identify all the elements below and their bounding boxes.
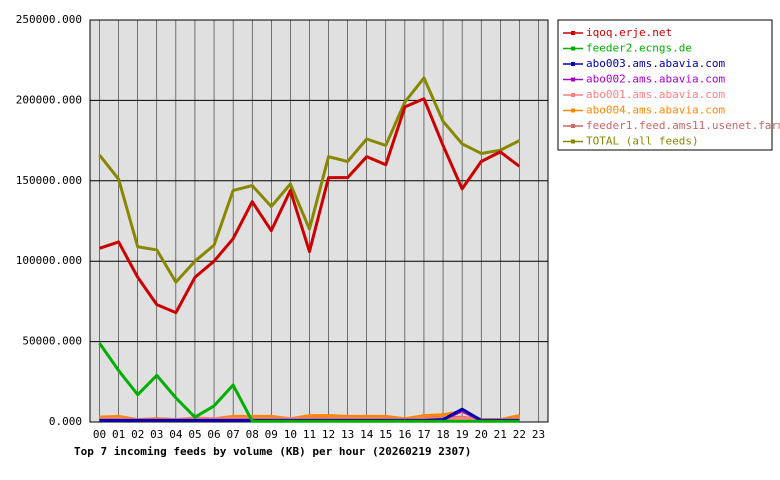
- x-tick-label: 17: [417, 428, 430, 441]
- x-tick-label: 23: [532, 428, 545, 441]
- x-tick-label: 11: [303, 428, 316, 441]
- y-tick-label: 200000.000: [16, 93, 82, 106]
- legend-label: feeder1.feed.ams11.usenet.farm: [586, 119, 780, 132]
- x-tick-label: 12: [322, 428, 335, 441]
- y-tick-label: 50000.000: [22, 335, 82, 348]
- plot-area: [89, 19, 549, 423]
- legend-marker: [571, 139, 575, 144]
- x-tick-label: 20: [475, 428, 488, 441]
- x-tick-label: 03: [150, 428, 163, 441]
- y-tick-label: 150000.000: [16, 174, 82, 187]
- x-tick-label: 22: [513, 428, 526, 441]
- legend-marker: [571, 46, 575, 51]
- y-tick-label: 100000.000: [16, 254, 82, 267]
- legend-label: abo002.ams.abavia.com: [586, 73, 725, 86]
- x-tick-label: 04: [169, 428, 183, 441]
- legend-label: feeder2.ecngs.de: [586, 42, 692, 55]
- series-line: [99, 97, 521, 315]
- y-tick-label: 250000.000: [16, 13, 82, 26]
- legend: [557, 19, 773, 151]
- legend-label: TOTAL (all feeds): [586, 135, 699, 148]
- series-line: [98, 76, 521, 284]
- x-tick-label: 15: [379, 428, 392, 441]
- x-tick-label: 00: [93, 428, 106, 441]
- x-tick-label: 10: [284, 428, 297, 441]
- legend-label: abo001.ams.abavia.com: [586, 88, 725, 101]
- legend-marker: [571, 77, 575, 82]
- legend-marker: [571, 108, 575, 113]
- x-tick-label: 18: [436, 428, 449, 441]
- x-tick-label: 09: [265, 428, 278, 441]
- legend-label: abo004.ams.abavia.com: [586, 104, 725, 117]
- x-tick-label: 06: [207, 428, 220, 441]
- x-tick-label: 05: [188, 428, 201, 441]
- x-tick-label: 02: [131, 428, 144, 441]
- legend-marker: [571, 31, 575, 35]
- legend-marker: [571, 124, 575, 128]
- x-tick-label: 13: [341, 428, 354, 441]
- x-tick-label: 01: [112, 428, 125, 441]
- legend-marker: [571, 93, 575, 97]
- x-tick-label: 07: [227, 428, 240, 441]
- x-tick-label: 21: [494, 428, 507, 441]
- x-tick-label: 19: [456, 428, 469, 441]
- y-tick-label: 0.000: [49, 415, 82, 428]
- series-line: [98, 342, 520, 423]
- x-tick-label: 08: [246, 428, 259, 441]
- legend-marker: [571, 62, 575, 66]
- x-tick-label: 14: [360, 428, 374, 441]
- x-tick-label: 16: [398, 428, 411, 441]
- chart-title: Top 7 incoming feeds by volume (KB) per …: [74, 445, 471, 458]
- legend-label: abo003.ams.abavia.com: [586, 57, 725, 70]
- legend-label: iqoq.erje.net: [586, 26, 672, 39]
